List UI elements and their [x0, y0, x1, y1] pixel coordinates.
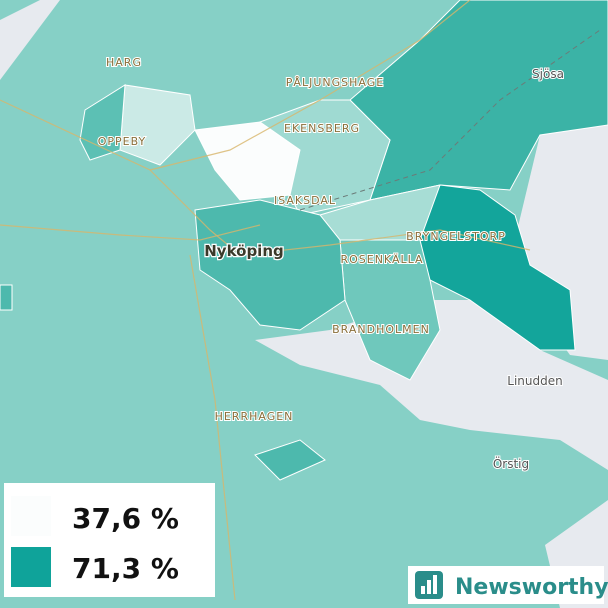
logo-icon: [427, 580, 431, 594]
region: [0, 284, 13, 311]
place-label: Linudden: [507, 374, 562, 388]
place-label: PÅLJUNGSHAGE: [286, 76, 384, 89]
place-label: BRYNGELSTORP: [406, 230, 506, 243]
region: [254, 439, 326, 481]
place-label: ISAKSDAL: [274, 194, 336, 207]
place-label: HERRHAGEN: [215, 410, 294, 423]
place-label: Örstig: [493, 455, 529, 471]
road: [0, 224, 261, 241]
place-label: ROSENKÄLLA: [340, 253, 423, 266]
region: [194, 199, 346, 331]
water: [255, 300, 608, 470]
place-label: EKENSBERG: [284, 122, 360, 135]
logo-icon: [433, 575, 437, 594]
logo-text: Newsworthy: [455, 575, 608, 600]
legend-swatch: [11, 496, 51, 536]
road: [189, 254, 236, 601]
region: [79, 84, 126, 161]
place-label: Sjösa: [532, 67, 564, 81]
place-label: OPPEBY: [98, 135, 147, 148]
logo-icon: [421, 586, 425, 594]
place-label: BRANDHOLMEN: [332, 323, 430, 336]
place-label: HARG: [106, 56, 142, 69]
legend-swatch: [11, 547, 51, 587]
legend-label: 71,3 %: [72, 552, 179, 585]
region: [339, 239, 441, 381]
road: [149, 0, 471, 171]
city-label: Nyköping: [204, 242, 284, 260]
water: [0, 0, 60, 80]
legend-label: 37,6 %: [72, 502, 179, 535]
